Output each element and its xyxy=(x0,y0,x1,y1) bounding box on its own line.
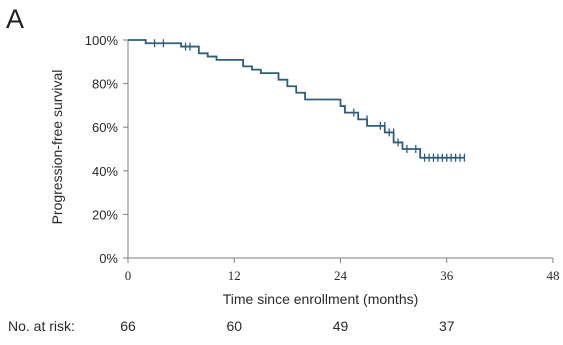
y-tick-label: 20% xyxy=(92,207,118,222)
survival-curve-layer xyxy=(128,39,465,159)
risk-count: 37 xyxy=(438,318,455,334)
x-tick-label: 0 xyxy=(125,268,132,283)
risk-count: 60 xyxy=(226,318,243,334)
y-tick-label: 0% xyxy=(99,251,118,266)
y-tick-label: 100% xyxy=(85,33,119,48)
x-axis-title: Time since enrollment (months) xyxy=(223,291,419,307)
panel-label: A xyxy=(6,4,25,34)
axes xyxy=(123,39,554,263)
x-tick-label: 36 xyxy=(440,268,454,283)
survival-curve xyxy=(128,39,465,159)
number-at-risk-row: No. at risk: 66 60 49 37 xyxy=(0,318,563,338)
y-tick-label: 40% xyxy=(92,164,118,179)
x-tick-label: 48 xyxy=(547,268,560,283)
x-tick-label: 24 xyxy=(334,268,348,283)
censor-marks xyxy=(153,39,466,162)
chart-area: 0% 20% 40% 60% 80% 100% 0 12 24 36 48 Time since e… xyxy=(49,33,560,307)
risk-count: 66 xyxy=(120,318,136,334)
y-tick-label: 80% xyxy=(92,77,118,92)
risk-count: 49 xyxy=(332,318,349,334)
number-at-risk-label: No. at risk: xyxy=(8,318,75,334)
y-axis-title: Progression-free survival xyxy=(49,70,65,225)
x-tick-label: 12 xyxy=(228,268,241,283)
y-tick-label: 60% xyxy=(92,120,118,135)
tick-labels: 0% 20% 40% 60% 80% 100% 0 12 24 36 48 xyxy=(85,33,560,283)
